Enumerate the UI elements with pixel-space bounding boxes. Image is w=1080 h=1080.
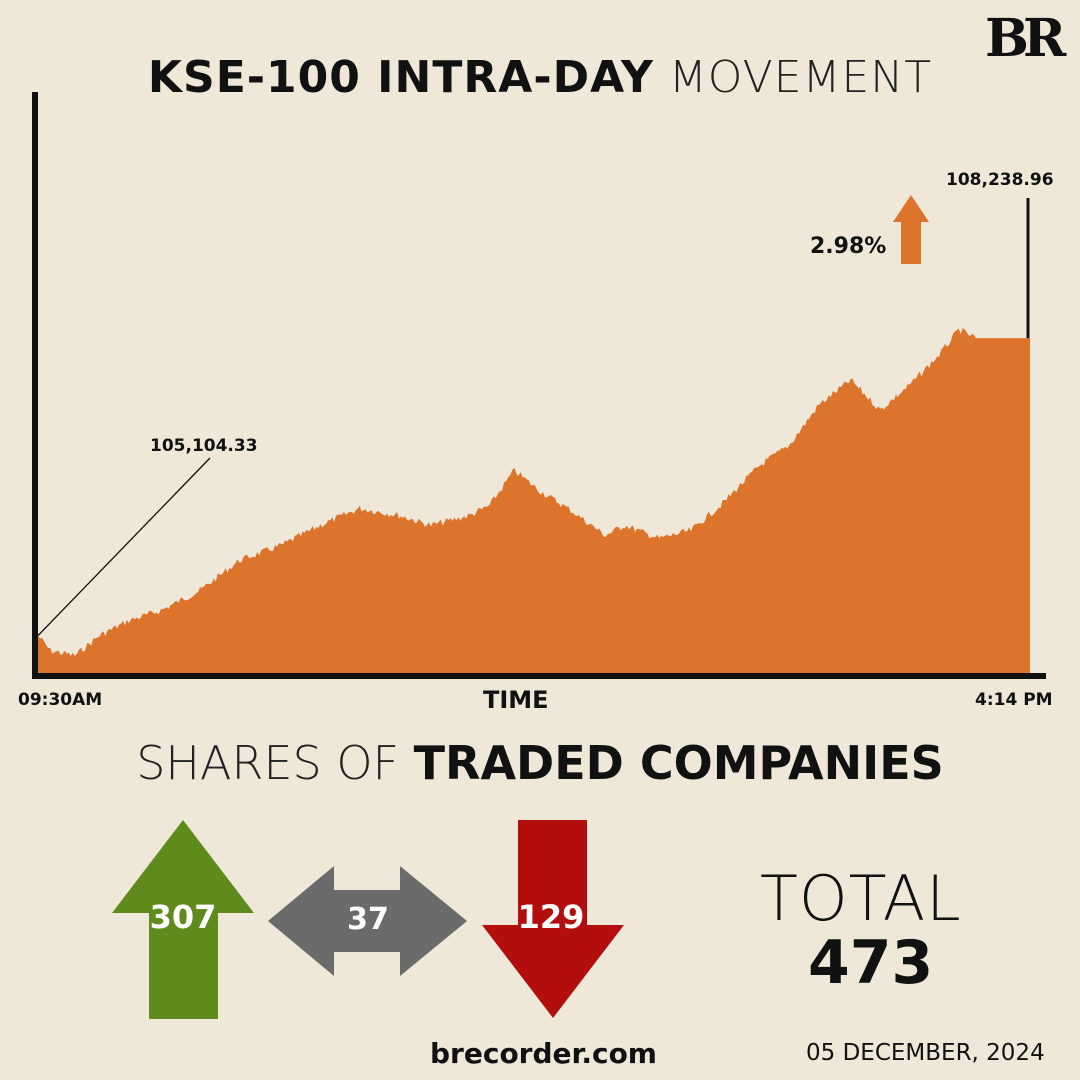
unchanged-double-arrow-icon <box>268 866 467 976</box>
close-value-label: 108,238.96 <box>946 170 1054 190</box>
unchanged-count: 37 <box>347 902 389 937</box>
site-url: brecorder.com <box>430 1037 657 1070</box>
x-axis-title: TIME <box>483 686 549 714</box>
shares-title: SHARES OF TRADED COMPANIES <box>0 736 1080 790</box>
br-logo: BR <box>985 8 1066 69</box>
change-percent-label: 2.98% <box>810 234 887 259</box>
declined-count: 129 <box>517 898 585 936</box>
total-label: TOTAL <box>760 862 962 935</box>
change-up-arrow-icon <box>893 195 929 264</box>
date-label: 05 DECEMBER, 2024 <box>806 1040 1045 1066</box>
index-area <box>38 328 1030 673</box>
declined-down-arrow-icon <box>482 820 624 1018</box>
advanced-up-arrow-icon <box>112 820 254 1019</box>
x-end-label: 4:14 PM <box>975 690 1053 710</box>
open-leader-line <box>37 457 211 637</box>
total-value: 473 <box>808 928 934 998</box>
title-bold: KSE-100 INTRA-DAY <box>147 52 654 103</box>
shares-title-bold: TRADED COMPANIES <box>413 736 944 790</box>
advanced-count: 307 <box>149 898 217 936</box>
title-light: MOVEMENT <box>668 52 933 103</box>
chart-title: KSE-100 INTRA-DAY MOVEMENT <box>0 52 1080 103</box>
x-start-label: 09:30AM <box>18 690 103 710</box>
open-value-label: 105,104.33 <box>150 436 258 456</box>
shares-title-light: SHARES OF <box>136 736 400 790</box>
